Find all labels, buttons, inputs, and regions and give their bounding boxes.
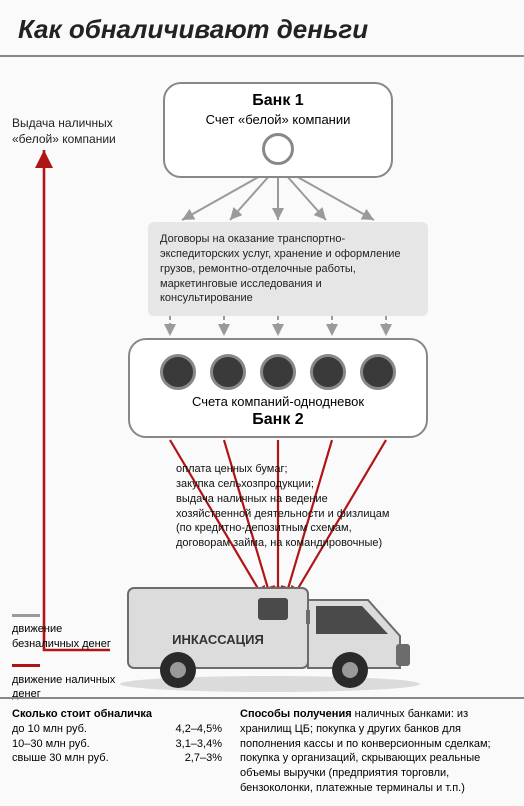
bank1-account-circle	[262, 133, 294, 165]
van-label-text: ИНКАССАЦИЯ	[172, 632, 264, 647]
rate-range: свыше 30 млн руб.	[12, 751, 109, 766]
shell-account-dot	[260, 354, 296, 390]
bank1-subtitle: Счет «белой» компании	[175, 112, 381, 127]
footer-methods: Способы получения наличных банками: из х…	[240, 707, 512, 796]
payments-line: выдача наличных на ведение	[176, 492, 456, 507]
payments-line: оплата ценных бумаг;	[176, 462, 456, 477]
contracts-box: Договоры на оказание транспортно-экспеди…	[148, 222, 428, 316]
shell-account-dot	[310, 354, 346, 390]
methods-text: наличных банками: из хранилищ ЦБ; покупк…	[240, 708, 491, 794]
payments-line: закупка сельхозпродукции;	[176, 477, 456, 492]
bank2-title: Банк 2	[140, 411, 416, 429]
rate-row: до 10 млн руб. 4,2–4,5%	[12, 722, 222, 737]
footer: Сколько стоит обналичка до 10 млн руб. 4…	[0, 697, 524, 806]
diagram-canvas: Выдача наличных «белой» компании Банк 1 …	[0, 56, 524, 696]
legend-swatch-cash	[12, 664, 40, 667]
rate-range: до 10 млн руб.	[12, 722, 87, 737]
bank2-subtitle: Счета компаний-однодневок	[140, 394, 416, 409]
payments-text: оплата ценных бумаг; закупка сельхозпрод…	[176, 462, 456, 551]
rate-pct: 4,2–4,5%	[176, 722, 222, 737]
legend-cash: движение наличных денег	[12, 659, 122, 702]
header: Как обналичивают деньги	[0, 0, 524, 57]
payments-line: договорам займа, на командировочные)	[176, 536, 456, 551]
side-label: Выдача наличных «белой» компании	[12, 116, 130, 147]
legend: движение безналичных денег движение нали…	[12, 608, 122, 710]
bank2-node: Счета компаний-однодневок Банк 2	[128, 338, 428, 438]
shell-account-dot	[160, 354, 196, 390]
legend-cashless-label: движение безналичных денег	[12, 623, 111, 649]
rates-title: Сколько стоит обналичка	[12, 708, 152, 720]
shell-account-dot	[210, 354, 246, 390]
rate-row: свыше 30 млн руб. 2,7–3%	[12, 751, 222, 766]
rate-range: 10–30 млн руб.	[12, 737, 90, 752]
footer-rates: Сколько стоит обналичка до 10 млн руб. 4…	[12, 707, 222, 796]
bank1-title: Банк 1	[175, 92, 381, 110]
page-title: Как обналичивают деньги	[18, 14, 506, 45]
rate-pct: 2,7–3%	[185, 751, 222, 766]
legend-cashless: движение безналичных денег	[12, 608, 122, 651]
shell-accounts-row	[140, 354, 416, 390]
cash-van: ИНКАССАЦИЯ	[100, 566, 440, 694]
rate-pct: 3,1–3,4%	[176, 737, 222, 752]
methods-title: Способы получения	[240, 708, 352, 720]
bank1-node: Банк 1 Счет «белой» компании	[163, 82, 393, 178]
rate-row: 10–30 млн руб. 3,1–3,4%	[12, 737, 222, 752]
shell-account-dot	[360, 354, 396, 390]
legend-swatch-cashless	[12, 614, 40, 617]
payments-line: хозяйственной деятельности и физлицам	[176, 507, 456, 522]
payments-line: (по кредитно-депозитным схемам,	[176, 521, 456, 536]
